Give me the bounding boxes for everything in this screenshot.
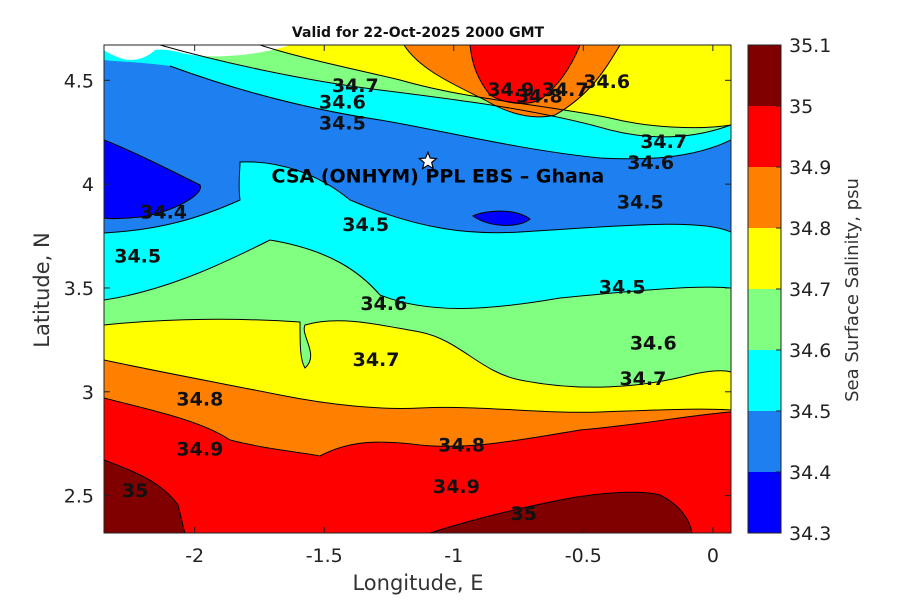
- contour-label: 34.5: [617, 191, 664, 213]
- colorbar-tick-label: 34.6: [789, 340, 831, 362]
- contour-band-35-35.1-south: [430, 492, 692, 533]
- x-axis-label: Longitude, E: [352, 571, 483, 595]
- x-tick-label: -1: [444, 545, 463, 567]
- isoline-34.6-south: [104, 239, 731, 309]
- site-star-icon: [417, 150, 438, 170]
- contour-label: 34.7: [640, 131, 687, 153]
- colorbar-tick-label: 35.1: [789, 35, 831, 57]
- contour-label: 34.7: [542, 79, 589, 101]
- contour-label: 34.5: [342, 214, 389, 236]
- colorbar-tick-label: 34.9: [789, 157, 831, 179]
- x-tick-label: -1.5: [306, 545, 343, 567]
- no-data-patch: [104, 45, 290, 60]
- colorbar-tick-label: 35: [789, 96, 813, 118]
- isoline-34.4-patch: [472, 210, 531, 226]
- colorbar-swatch: [748, 167, 781, 228]
- contour-fill-layer: [104, 45, 731, 533]
- colorbar-swatch: [748, 228, 781, 289]
- isoline-34.7-north: [259, 45, 731, 129]
- contour-label: 34.9: [487, 79, 534, 101]
- colorbar-swatch: [748, 289, 781, 350]
- contour-band-35-35.1-west: [104, 460, 185, 533]
- isoline-34.4: [104, 139, 201, 220]
- contour-label: 34.4: [140, 202, 187, 224]
- y-tick-label: 2.5: [64, 486, 94, 508]
- colorbar-swatch: [748, 411, 781, 472]
- colorbar-swatch: [748, 472, 781, 533]
- contour-label: 34.5: [319, 112, 366, 134]
- isoline-35-south: [429, 491, 693, 533]
- contour-label: 34.8: [176, 389, 223, 411]
- x-tick-label: -2: [185, 545, 204, 567]
- contour-band-34.3-34.4-patch: [473, 211, 530, 226]
- x-axis: -2 -1.5 -1 -0.5 0: [185, 45, 719, 567]
- colorbar-label: Sea Surface Salinity, psu: [842, 178, 863, 402]
- contour-label: 34.6: [319, 92, 366, 114]
- contour-label: 35: [511, 503, 537, 525]
- y-tick-label: 4.5: [64, 70, 94, 92]
- y-tick-label: 4: [82, 174, 94, 196]
- y-axis: 2.5 3 3.5 4 4.5: [64, 70, 731, 508]
- isoline-34.6-north: [159, 45, 731, 138]
- colorbar-swatch: [748, 45, 781, 106]
- contour-label: 34.8: [438, 434, 485, 456]
- contour-label: 34.9: [433, 476, 480, 498]
- colorbar-tick-label: 34.8: [789, 218, 831, 240]
- chart-title: Valid for 22-Oct-2025 2000 GMT: [292, 25, 545, 41]
- colorbar-swatch: [748, 350, 781, 411]
- contour-band-34.3-34.4: [104, 140, 201, 219]
- colorbar-swatch: [748, 106, 781, 167]
- isoline-34.5-north: [169, 65, 731, 160]
- y-tick-label: 3.5: [64, 278, 94, 300]
- colorbar-tick-label: 34.7: [789, 279, 831, 301]
- x-tick-label: -0.5: [565, 545, 602, 567]
- y-tick-label: 3: [82, 382, 94, 404]
- contour-label: 34.7: [332, 75, 379, 97]
- colorbar-tick-label: 34.4: [789, 462, 831, 484]
- contour-label: 34.6: [630, 333, 677, 355]
- colorbar: 35.1 35 34.9 34.8 34.7 34.6 34.5 34.4 34.3: [747, 35, 831, 545]
- y-axis-label: Latitude, N: [30, 232, 54, 348]
- contour-label: 34.8: [516, 85, 563, 107]
- colorbar-tick-label: 34.5: [789, 401, 831, 423]
- plot-frame: [103, 44, 732, 534]
- contour-label: 34.5: [114, 245, 161, 267]
- isoline-34.8-north: [403, 45, 621, 118]
- site-layer: CSA (ONHYM) PPL EBS – Ghana: [272, 150, 605, 187]
- contour-label: 34.5: [599, 276, 646, 298]
- contour-label: 34.7: [353, 349, 400, 371]
- isoline-34.8-south: [104, 359, 731, 413]
- site-label: CSA (ONHYM) PPL EBS – Ghana: [272, 165, 605, 187]
- isoline-35-west: [104, 459, 186, 533]
- isoline-34.9-south: [104, 397, 731, 457]
- contour-label: 34.6: [360, 293, 407, 315]
- colorbar-tick-label: 34.3: [789, 523, 831, 545]
- contour-labels: 34.734.634.534.934.834.734.634.734.634.5…: [114, 71, 687, 525]
- isoline-34.5-south: [104, 161, 731, 234]
- contour-label: 34.6: [583, 71, 630, 93]
- isoline-34.7-south: [104, 318, 731, 388]
- contour-label: 35: [122, 480, 148, 502]
- x-tick-label: 0: [707, 545, 719, 567]
- contour-label: 34.7: [619, 368, 666, 390]
- contour-label: 34.9: [176, 438, 223, 460]
- isoline-34.9-north: [469, 45, 581, 104]
- contour-label: 34.6: [627, 152, 674, 174]
